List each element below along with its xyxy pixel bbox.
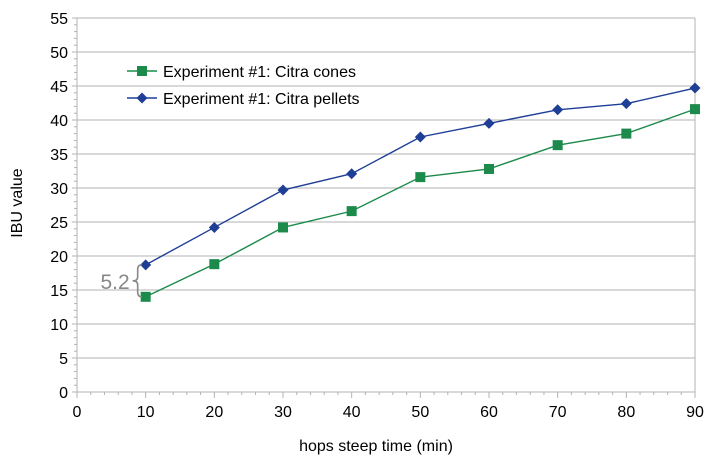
y-tick-label: 20 [50, 249, 68, 266]
series-pellets [140, 82, 701, 271]
legend-label: Experiment #1: Citra pellets [163, 91, 360, 108]
x-tick-label: 0 [73, 404, 82, 421]
data-point-cones [552, 140, 563, 151]
data-point-cones [621, 128, 632, 139]
x-tick-label: 20 [205, 404, 223, 421]
y-tick-label: 15 [50, 283, 68, 300]
legend: Experiment #1: Citra cones Experiment #1:… [127, 64, 360, 108]
data-point-cones [690, 104, 700, 115]
data-point-cones [209, 259, 220, 270]
legend-item-pellets: Experiment #1: Citra pellets [127, 91, 360, 108]
series-group [140, 82, 701, 302]
axes: 0 5 10 15 20 25 30 35 40 45 50 55 0 10 20 30 40 50 60 70 80 9… [50, 11, 704, 421]
x-tick-label: 30 [274, 404, 292, 421]
y-tick-label: 40 [50, 113, 68, 130]
legend-item-cones: Experiment #1: Citra cones [127, 64, 356, 81]
x-tick-label: 90 [686, 404, 704, 421]
y-tick-label: 50 [50, 45, 68, 62]
data-point-pellets [689, 82, 701, 94]
data-point-pellets [346, 168, 358, 180]
legend-marker [137, 66, 147, 76]
data-point-pellets [414, 131, 426, 143]
y-tick-label: 25 [50, 215, 68, 232]
y-tick-label: 35 [50, 147, 68, 164]
x-axis-title: hops steep time (min) [299, 438, 453, 455]
annotation-group: 5.2 [100, 264, 142, 298]
data-point-pellets [483, 117, 495, 129]
data-point-pellets [140, 259, 152, 271]
data-point-pellets [277, 184, 289, 196]
data-point-cones [346, 206, 357, 217]
x-tick-label: 60 [480, 404, 498, 421]
y-tick-label: 10 [50, 317, 68, 334]
y-tick-label: 45 [50, 79, 68, 96]
y-tick-label: 0 [59, 385, 68, 402]
x-tick-label: 40 [343, 404, 361, 421]
y-tick-label: 55 [50, 11, 68, 28]
x-tick-label: 70 [549, 404, 567, 421]
gridlines [77, 17, 696, 393]
gap-annotation: 5.2 [100, 264, 142, 298]
data-point-cones [278, 222, 288, 233]
legend-marker [136, 92, 148, 104]
data-point-pellets [552, 104, 564, 116]
y-axis-title: IBU value [9, 168, 26, 237]
gap-brace [132, 264, 142, 298]
data-point-pellets [208, 221, 220, 233]
y-tick-label: 5 [59, 351, 68, 368]
data-point-cones [415, 172, 426, 183]
x-tick-label: 50 [411, 404, 429, 421]
data-point-cones [484, 163, 494, 174]
data-point-cones [140, 291, 151, 302]
x-tick-label: 80 [617, 404, 635, 421]
data-point-pellets [620, 98, 632, 110]
gap-label: 5.2 [100, 271, 129, 294]
series-cones [140, 104, 700, 302]
x-tick-label: 10 [137, 404, 155, 421]
legend-label: Experiment #1: Citra cones [163, 64, 356, 81]
y-tick-label: 30 [50, 181, 68, 198]
